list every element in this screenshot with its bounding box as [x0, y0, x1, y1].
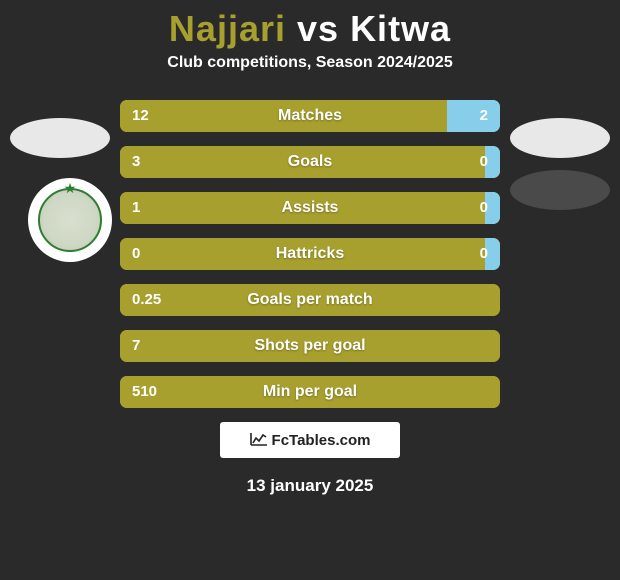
player2-country-badge — [510, 118, 610, 158]
footer-logo-text: FcTables.com — [272, 432, 371, 449]
stat-label: Assists — [120, 192, 500, 224]
stat-label: Goals per match — [120, 284, 500, 316]
stat-label: Shots per goal — [120, 330, 500, 362]
stat-row: 510Min per goal — [120, 376, 500, 408]
stat-label: Min per goal — [120, 376, 500, 408]
title-player2: Kitwa — [350, 8, 451, 49]
stat-row: 00Hattricks — [120, 238, 500, 270]
stats-bars: 122Matches 30Goals 10Assists 00Hattricks 0.2… — [120, 100, 500, 408]
stat-row: 122Matches — [120, 100, 500, 132]
stat-row: 0.25Goals per match — [120, 284, 500, 316]
player1-country-badge — [10, 118, 110, 158]
title-vs: vs — [297, 8, 339, 49]
player1-club-crest: ★ — [28, 178, 112, 262]
stat-label: Goals — [120, 146, 500, 178]
footer-logo: FcTables.com — [220, 422, 400, 458]
footer-date: 13 january 2025 — [0, 476, 620, 496]
page-title: Najjari vs Kitwa — [0, 0, 620, 54]
player2-club-badge — [510, 170, 610, 210]
stat-row: 30Goals — [120, 146, 500, 178]
stat-label: Matches — [120, 100, 500, 132]
stat-label: Hattricks — [120, 238, 500, 270]
stat-row: 10Assists — [120, 192, 500, 224]
chart-icon — [250, 432, 268, 449]
subtitle: Club competitions, Season 2024/2025 — [0, 54, 620, 72]
stat-row: 7Shots per goal — [120, 330, 500, 362]
crest-inner: ★ — [38, 188, 102, 252]
title-player1: Najjari — [169, 8, 286, 49]
crest-star-icon: ★ — [64, 180, 77, 197]
